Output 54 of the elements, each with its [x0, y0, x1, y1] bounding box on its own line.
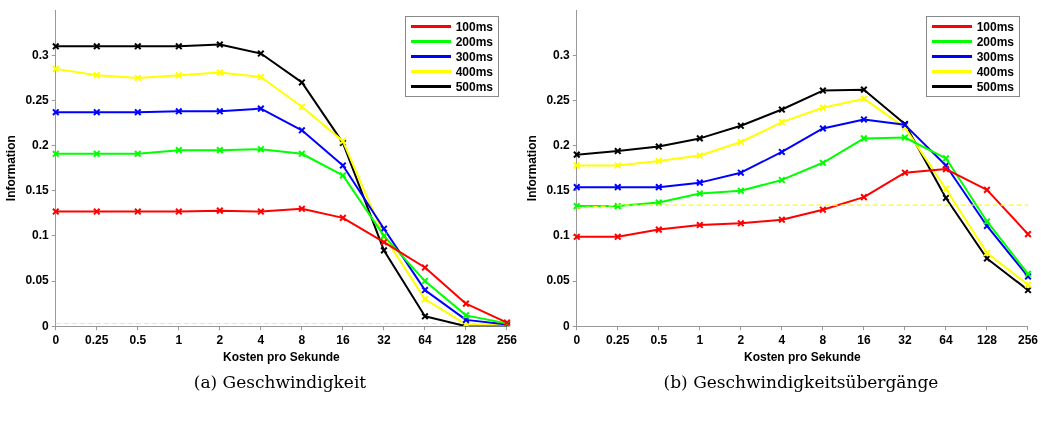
legend-label: 400ms [976, 64, 1014, 79]
x-tick-label: 128 [455, 332, 477, 347]
x-tick-label: 32 [377, 332, 391, 347]
legend-label: 500ms [976, 79, 1014, 94]
x-tick-label: 4 [778, 332, 786, 347]
y-tick-label: 0.25 [546, 92, 571, 107]
y-axis-title: Information [524, 135, 539, 202]
y-tick-label: 0.2 [32, 137, 50, 152]
y-tick-label: 0.25 [25, 92, 50, 107]
x-tick-label: 4 [257, 332, 265, 347]
y-tick-label: 0.1 [553, 228, 571, 243]
legend-label: 100ms [976, 19, 1014, 34]
x-axis-title: Kosten pro Sekunde [223, 350, 341, 365]
y-tick-label: 0.05 [546, 273, 571, 288]
x-tick-label: 256 [496, 332, 518, 347]
y-tick-label: 0.15 [25, 183, 50, 198]
legend-label: 100ms [455, 19, 493, 34]
x-tick-label: 1 [175, 332, 183, 347]
x-tick-label: 64 [939, 332, 953, 347]
y-tick-label: 0.3 [32, 47, 50, 62]
y-axis-title: Information [3, 135, 18, 202]
x-tick-label: 128 [976, 332, 998, 347]
x-tick-label: 0.5 [129, 332, 147, 347]
legend-label: 300ms [976, 49, 1014, 64]
x-tick-label: 8 [819, 332, 827, 347]
x-tick-label: 16 [857, 332, 871, 347]
x-tick-label: 0 [52, 332, 60, 347]
x-tick-label: 256 [1017, 332, 1039, 347]
x-tick-label: 16 [336, 332, 350, 347]
legend-label: 200ms [976, 34, 1014, 49]
text: (a) Geschwindigkeit [192, 372, 368, 392]
legend-label: 400ms [455, 64, 493, 79]
y-tick-label: 0.15 [546, 183, 571, 198]
x-tick-label: 64 [418, 332, 432, 347]
legend-label: 500ms [455, 79, 493, 94]
legend-label: 200ms [455, 34, 493, 49]
y-tick-label: 0.3 [553, 47, 571, 62]
y-tick-label: 0 [563, 318, 571, 333]
y-tick-label: 0 [42, 318, 50, 333]
y-tick-label: 0.2 [553, 137, 571, 152]
x-tick-label: 0.5 [650, 332, 668, 347]
x-tick-label: 1 [696, 332, 704, 347]
x-axis-title: Kosten pro Sekunde [744, 350, 862, 365]
x-tick-label: 32 [898, 332, 912, 347]
x-tick-label: 0.25 [85, 332, 109, 347]
x-tick-label: 0 [573, 332, 581, 347]
x-tick-label: 0.25 [606, 332, 630, 347]
x-tick-label: 2 [216, 332, 224, 347]
y-tick-label: 0.05 [25, 273, 50, 288]
x-tick-label: 2 [737, 332, 745, 347]
text: (b) Geschwindigkeitsübergänge [662, 372, 940, 392]
y-tick-label: 0.1 [32, 228, 50, 243]
legend-label: 300ms [455, 49, 493, 64]
x-tick-label: 8 [298, 332, 306, 347]
